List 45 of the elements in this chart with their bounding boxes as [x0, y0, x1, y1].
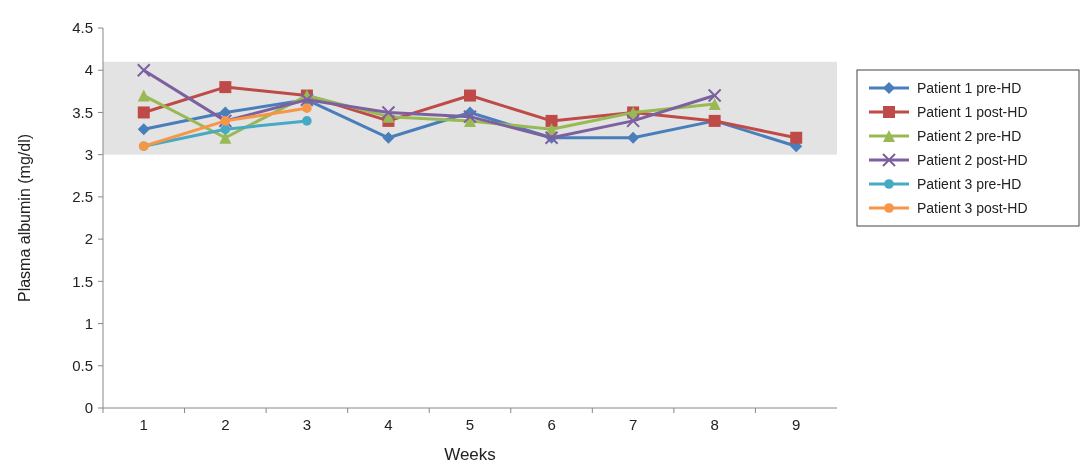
x-tick-label: 3	[302, 416, 312, 433]
x-tick-label: 4	[384, 416, 393, 433]
point	[708, 98, 721, 110]
y-tick-label: 2	[84, 230, 93, 248]
y-axis-title: Plasma albumin (mg/dl)	[16, 133, 33, 303]
x-tick-label: 7	[628, 416, 638, 433]
point	[302, 116, 312, 126]
point	[137, 123, 150, 136]
x-axis-title: Weeks	[444, 445, 496, 464]
point	[381, 105, 396, 120]
x-tick-label: 2	[221, 416, 230, 433]
point	[136, 63, 151, 78]
legend-label: Patient 1 post-HD	[917, 103, 1028, 120]
y-tick-label: 1	[84, 314, 93, 332]
point	[302, 103, 312, 114]
y-tick-label: 1.5	[72, 272, 93, 290]
legend-label: Patient 3 pre-HD	[917, 175, 1022, 192]
x-tick-label: 9	[792, 416, 801, 433]
legend-label: Patient 1 pre-HD	[917, 79, 1022, 96]
point	[137, 89, 150, 102]
point	[626, 113, 641, 128]
legend-label: Patient 3 post-HD	[917, 199, 1028, 216]
point	[707, 88, 722, 103]
y-tick-label: 3	[84, 145, 93, 163]
point	[627, 131, 640, 144]
y-tick-label: 3.5	[72, 103, 93, 121]
point	[219, 81, 232, 94]
legend-label: Patient 2 post-HD	[917, 151, 1028, 168]
x-tick-label: 1	[139, 416, 148, 433]
y-tick-label: 4	[84, 61, 93, 79]
point	[382, 131, 395, 144]
x-tick-label: 5	[465, 416, 475, 433]
point	[137, 106, 150, 119]
point	[220, 124, 231, 135]
y-tick-label: 4.5	[72, 19, 93, 37]
point	[545, 114, 558, 127]
point	[790, 131, 803, 144]
y-tick-label: 2.5	[72, 188, 93, 206]
legend-label: Patient 2 pre-HD	[917, 127, 1022, 144]
point	[464, 89, 476, 102]
y-tick-label: 0	[84, 399, 93, 417]
x-tick-label: 8	[710, 416, 719, 433]
point	[463, 109, 477, 124]
x-tick-label: 6	[547, 416, 556, 433]
y-tick-label: 0.5	[72, 357, 93, 375]
